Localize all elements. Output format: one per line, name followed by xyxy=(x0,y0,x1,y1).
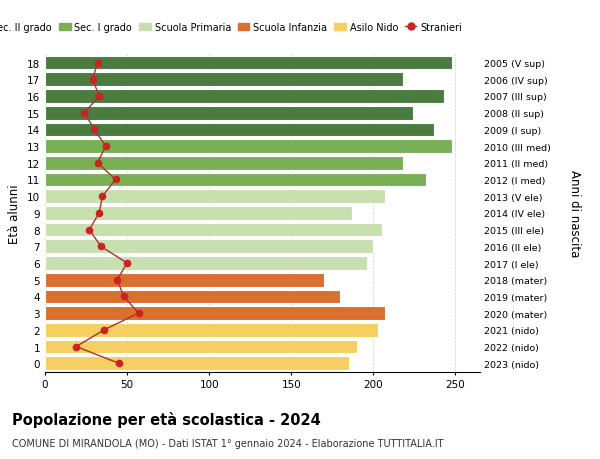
Bar xyxy=(45,157,403,170)
Bar xyxy=(45,56,452,70)
Bar xyxy=(45,90,444,104)
Bar xyxy=(45,207,352,220)
Bar xyxy=(45,223,382,237)
Text: COMUNE DI MIRANDOLA (MO) - Dati ISTAT 1° gennaio 2024 - Elaborazione TUTTITALIA.: COMUNE DI MIRANDOLA (MO) - Dati ISTAT 1°… xyxy=(12,438,443,448)
Text: Popolazione per età scolastica - 2024: Popolazione per età scolastica - 2024 xyxy=(12,411,321,427)
Y-axis label: Anni di nascita: Anni di nascita xyxy=(568,170,581,257)
Bar xyxy=(45,307,385,320)
Bar xyxy=(45,173,426,187)
Bar xyxy=(45,140,452,154)
Bar xyxy=(45,357,349,370)
Bar xyxy=(45,340,357,353)
Legend: Sec. II grado, Sec. I grado, Scuola Primaria, Scuola Infanzia, Asilo Nido, Stran: Sec. II grado, Sec. I grado, Scuola Prim… xyxy=(0,19,466,37)
Bar xyxy=(45,323,378,337)
Bar xyxy=(45,123,434,137)
Bar xyxy=(45,257,367,270)
Bar xyxy=(45,240,373,254)
Y-axis label: Età alunni: Età alunni xyxy=(8,184,22,243)
Bar xyxy=(45,290,340,303)
Bar xyxy=(45,190,385,204)
Bar xyxy=(45,106,413,120)
Bar xyxy=(45,273,324,287)
Bar xyxy=(45,73,403,87)
